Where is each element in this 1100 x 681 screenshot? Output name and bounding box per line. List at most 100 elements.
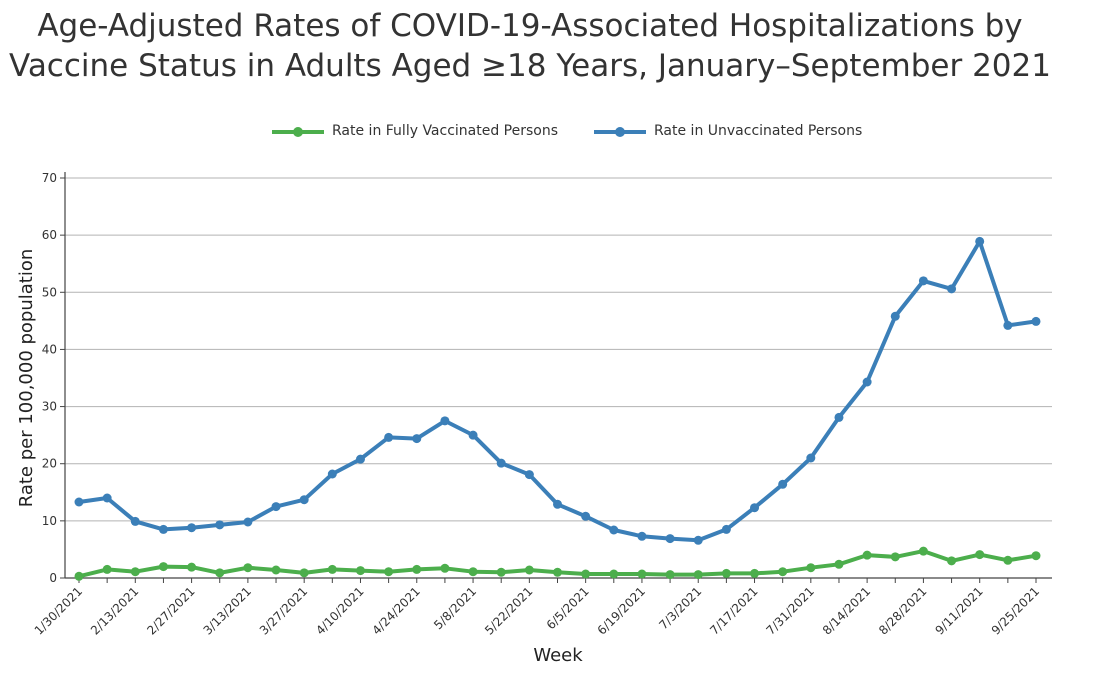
data-point-unvaccinated[interactable] xyxy=(890,311,900,321)
data-point-vaccinated[interactable] xyxy=(102,564,112,574)
chart-title-line-2: Vaccine Status in Adults Aged ≥18 Years,… xyxy=(9,48,1051,84)
y-axis-ticks: 0 10 20 30 40 50 60 70 xyxy=(42,171,65,585)
data-point-unvaccinated[interactable] xyxy=(553,499,562,509)
data-point-vaccinated[interactable] xyxy=(468,567,478,577)
data-point-unvaccinated[interactable] xyxy=(918,276,928,286)
data-point-vaccinated[interactable] xyxy=(440,563,450,573)
data-point-unvaccinated[interactable] xyxy=(496,458,506,468)
data-point-unvaccinated[interactable] xyxy=(355,454,365,464)
data-point-vaccinated[interactable] xyxy=(130,567,140,577)
data-point-unvaccinated[interactable] xyxy=(806,453,816,463)
series-line-unvaccinated xyxy=(77,239,1038,543)
data-point-vaccinated[interactable] xyxy=(271,565,281,575)
data-point-unvaccinated[interactable] xyxy=(750,503,760,513)
data-point-unvaccinated[interactable] xyxy=(524,470,534,480)
data-point-vaccinated[interactable] xyxy=(834,559,844,569)
x-axis-title: Week xyxy=(533,645,583,666)
x-axis-ticks: 1/30/2021 2/13/2021 2/27/2021 3/13/2021 3/27… xyxy=(32,578,1042,638)
y-tick-label: 50 xyxy=(42,285,57,299)
data-point-vaccinated[interactable] xyxy=(665,570,675,580)
x-tick-label: 3/27/2021 xyxy=(257,584,310,637)
data-point-unvaccinated[interactable] xyxy=(271,502,281,512)
x-tick-label: 7/3/2021 xyxy=(656,584,704,632)
data-point-unvaccinated[interactable] xyxy=(637,531,647,541)
data-point-vaccinated[interactable] xyxy=(412,564,422,574)
data-point-vaccinated[interactable] xyxy=(1031,551,1041,561)
data-point-unvaccinated[interactable] xyxy=(299,495,309,505)
data-point-vaccinated[interactable] xyxy=(918,546,928,556)
data-point-unvaccinated[interactable] xyxy=(834,412,844,422)
data-point-vaccinated[interactable] xyxy=(553,567,562,577)
data-point-unvaccinated[interactable] xyxy=(130,516,140,526)
data-point-unvaccinated[interactable] xyxy=(327,469,337,479)
data-point-vaccinated[interactable] xyxy=(384,567,394,577)
y-tick-label: 70 xyxy=(42,171,57,185)
data-point-vaccinated[interactable] xyxy=(862,550,872,560)
data-point-vaccinated[interactable] xyxy=(721,568,731,578)
data-point-unvaccinated[interactable] xyxy=(581,511,591,521)
data-point-vaccinated[interactable] xyxy=(609,569,619,579)
data-point-vaccinated[interactable] xyxy=(158,562,168,572)
data-point-vaccinated[interactable] xyxy=(243,563,253,573)
data-point-vaccinated[interactable] xyxy=(496,567,506,577)
data-point-vaccinated[interactable] xyxy=(74,571,84,581)
data-point-vaccinated[interactable] xyxy=(806,563,816,573)
data-point-vaccinated[interactable] xyxy=(187,562,197,572)
y-axis-title: Rate per 100,000 population xyxy=(16,249,37,508)
data-point-unvaccinated[interactable] xyxy=(102,493,112,503)
data-point-vaccinated[interactable] xyxy=(637,569,647,579)
data-point-unvaccinated[interactable] xyxy=(1003,320,1013,330)
data-point-vaccinated[interactable] xyxy=(215,568,225,578)
x-tick-label: 6/5/2021 xyxy=(544,584,592,632)
data-point-vaccinated[interactable] xyxy=(355,566,365,576)
x-tick-label: 9/25/2021 xyxy=(989,584,1042,637)
data-point-unvaccinated[interactable] xyxy=(440,416,450,426)
chart-series xyxy=(74,236,1041,581)
x-tick-label: 4/24/2021 xyxy=(369,584,422,637)
data-point-vaccinated[interactable] xyxy=(750,568,760,578)
data-point-unvaccinated[interactable] xyxy=(468,430,478,440)
data-point-unvaccinated[interactable] xyxy=(412,434,422,444)
data-point-vaccinated[interactable] xyxy=(327,564,337,574)
data-point-unvaccinated[interactable] xyxy=(693,535,703,545)
legend-swatch-vaccinated xyxy=(272,127,324,137)
data-point-vaccinated[interactable] xyxy=(947,556,957,566)
data-point-vaccinated[interactable] xyxy=(890,552,900,562)
data-point-vaccinated[interactable] xyxy=(524,565,534,575)
x-tick-label: 4/10/2021 xyxy=(313,584,366,637)
legend-label-vaccinated: Rate in Fully Vaccinated Persons xyxy=(332,123,559,139)
data-point-unvaccinated[interactable] xyxy=(947,284,957,294)
x-tick-label: 2/27/2021 xyxy=(144,584,197,637)
data-point-unvaccinated[interactable] xyxy=(665,534,675,544)
data-point-unvaccinated[interactable] xyxy=(187,523,197,533)
data-point-vaccinated[interactable] xyxy=(778,567,788,577)
data-point-vaccinated[interactable] xyxy=(975,550,985,560)
data-point-vaccinated[interactable] xyxy=(581,569,591,579)
data-point-unvaccinated[interactable] xyxy=(74,497,84,507)
data-point-vaccinated[interactable] xyxy=(693,570,703,580)
y-tick-label: 40 xyxy=(42,342,57,356)
x-tick-label: 7/17/2021 xyxy=(707,584,760,637)
data-point-unvaccinated[interactable] xyxy=(975,236,985,246)
data-point-vaccinated[interactable] xyxy=(1003,555,1013,565)
x-tick-label: 5/8/2021 xyxy=(431,584,479,632)
data-point-unvaccinated[interactable] xyxy=(721,524,731,534)
data-point-unvaccinated[interactable] xyxy=(158,524,168,534)
data-point-unvaccinated[interactable] xyxy=(609,525,619,535)
x-tick-label: 8/14/2021 xyxy=(820,584,873,637)
x-tick-label: 9/11/2021 xyxy=(932,584,985,637)
data-point-unvaccinated[interactable] xyxy=(778,479,788,489)
data-point-unvaccinated[interactable] xyxy=(243,517,253,527)
data-point-unvaccinated[interactable] xyxy=(862,377,872,387)
chart-legend: Rate in Fully Vaccinated Persons Rate in… xyxy=(0,120,1100,144)
x-tick-label: 6/19/2021 xyxy=(595,584,648,637)
data-point-unvaccinated[interactable] xyxy=(215,520,225,530)
data-point-vaccinated[interactable] xyxy=(299,568,309,578)
legend-label-unvaccinated: Rate in Unvaccinated Persons xyxy=(654,123,863,139)
y-tick-label: 60 xyxy=(42,228,57,242)
data-point-unvaccinated[interactable] xyxy=(1031,316,1041,326)
y-tick-label: 30 xyxy=(42,400,57,414)
data-point-unvaccinated[interactable] xyxy=(384,432,394,442)
x-tick-label: 2/13/2021 xyxy=(88,584,141,637)
